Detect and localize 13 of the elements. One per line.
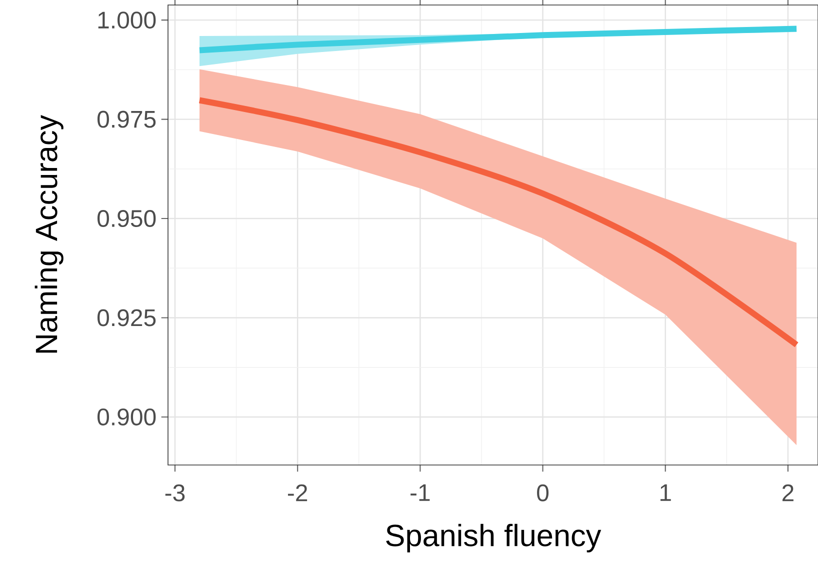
x-tick-label: 0: [537, 484, 549, 502]
x-tick-label: -2: [288, 484, 308, 502]
y-tick-label: 0.950: [98, 210, 156, 228]
x-tick-label: -1: [410, 484, 430, 501]
y-tick-label: 0.900: [98, 408, 156, 426]
x-tick-label: 2: [782, 484, 794, 502]
y-tick-label: 1.000: [98, 12, 156, 29]
x-tick-label: 1: [660, 484, 671, 501]
x-tick-label: -3: [165, 484, 185, 502]
x-axis-title: Spanish fluency: [386, 524, 602, 552]
y-tick-label: 0.975: [98, 110, 156, 128]
y-axis-title: Naming Accuracy: [34, 114, 64, 353]
y-tick-label: 0.925: [98, 309, 156, 326]
